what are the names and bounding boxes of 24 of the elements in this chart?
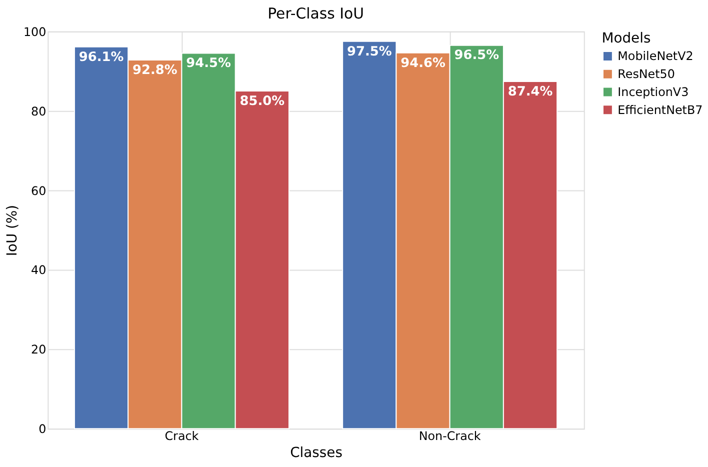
y-axis-title: IoU (%) [4,204,20,256]
data-label: 94.6% [400,56,446,71]
y-tick-label: 80 [31,104,46,118]
data-label: 96.1% [78,50,124,65]
data-label: 96.5% [454,48,500,64]
data-label: 92.8% [132,62,178,78]
x-axis-title: Classes [290,444,342,461]
data-label: 85.0% [240,94,285,109]
data-label: 94.5% [186,56,231,72]
legend-label: InceptionV3 [618,84,689,99]
legend-label: MobileNetV2 [618,49,694,64]
legend-label: EfficientNetB7 [618,102,703,117]
y-tick-label: 20 [31,342,46,357]
data-label: 97.5% [347,44,392,60]
y-tick-label: 100 [23,24,46,39]
y-tick-label: 60 [31,184,46,198]
y-tick-label: 0 [38,422,46,436]
data-label: 87.4% [508,84,553,100]
x-tick-label: Non-Crack [418,429,481,444]
legend-title: Models [602,30,651,46]
chart-title: Per-Class IoU [268,4,364,23]
x-tick-label: Crack [164,429,199,444]
y-tick-label: 40 [31,263,46,278]
legend-label: ResNet50 [618,67,675,82]
